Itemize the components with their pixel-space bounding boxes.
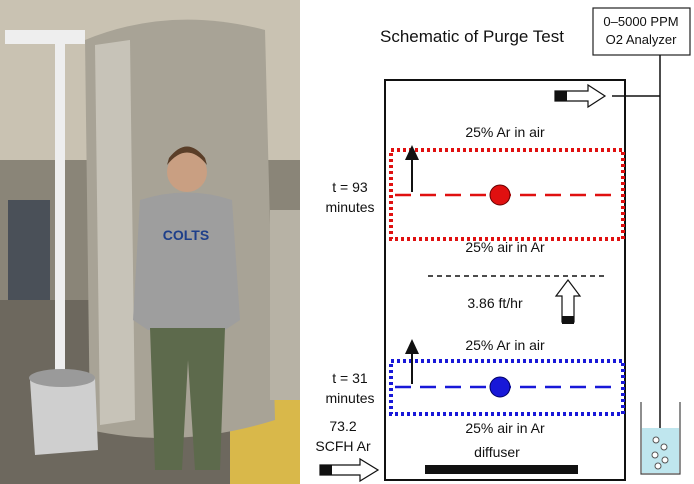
front-label: 25% Ar in air bbox=[465, 124, 545, 140]
photo: COLTS bbox=[0, 0, 300, 484]
analyzer-label: 0–5000 PPM bbox=[603, 14, 678, 29]
time-label: t = 93 bbox=[332, 179, 368, 195]
front-label: 25% air in Ar bbox=[465, 420, 545, 436]
inflow-label: SCFH Ar bbox=[315, 438, 371, 454]
bubbles bbox=[651, 436, 669, 470]
beaker bbox=[640, 402, 681, 475]
time-label: minutes bbox=[325, 390, 374, 406]
front-label: 25% air in Ar bbox=[465, 239, 545, 255]
front-zone bbox=[389, 359, 625, 416]
analyzer-box bbox=[592, 7, 691, 56]
inflow-arrow bbox=[319, 457, 380, 483]
title: Schematic of Purge Test bbox=[380, 27, 564, 46]
velocity-label: 3.86 ft/hr bbox=[467, 295, 523, 311]
analyzer-label: O2 Analyzer bbox=[606, 32, 677, 47]
time-label: t = 31 bbox=[332, 370, 368, 386]
exhaust-arrow bbox=[554, 83, 607, 109]
front-label: 25% Ar in air bbox=[465, 337, 545, 353]
diffuser bbox=[425, 465, 578, 474]
inflow-label: 73.2 bbox=[329, 418, 356, 434]
svg-text:COLTS: COLTS bbox=[163, 227, 209, 243]
tank bbox=[384, 79, 626, 481]
velocity-arrow bbox=[554, 279, 582, 324]
time-label: minutes bbox=[325, 199, 374, 215]
front-zone bbox=[389, 148, 625, 241]
rise-arrow-head bbox=[405, 339, 419, 354]
diffuser-label: diffuser bbox=[474, 444, 520, 460]
front-marker bbox=[489, 184, 511, 206]
front-marker bbox=[489, 376, 511, 398]
rise-arrow-head bbox=[405, 145, 419, 160]
